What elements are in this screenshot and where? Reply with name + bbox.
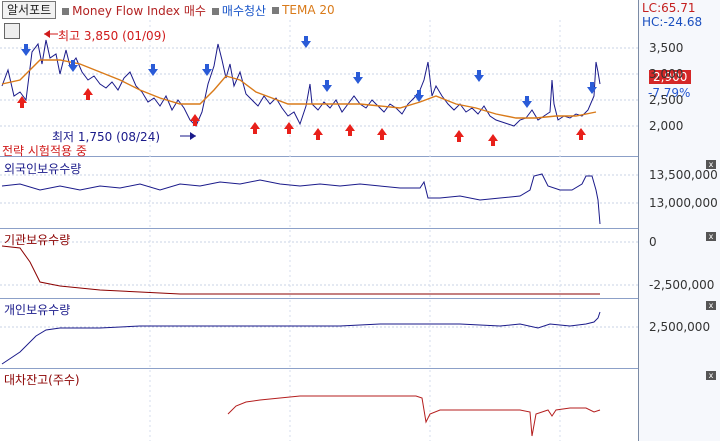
institution-axis-label: -2,500,000 — [649, 278, 715, 292]
institution-pane[interactable] — [0, 229, 638, 299]
chart-canvas — [0, 20, 638, 441]
close-icon[interactable]: x — [706, 301, 716, 310]
legend-mfi: Money Flow Index 매수 — [62, 2, 206, 19]
lc-readout: LC:65.71 — [642, 1, 696, 15]
time-grid — [149, 20, 561, 441]
stock-tab[interactable]: 알서포트 — [2, 1, 57, 19]
price-axis-label: 3,000 — [649, 67, 684, 81]
legend-square-icon — [211, 7, 219, 15]
foreign-axis-label: 13,500,000 — [649, 168, 718, 182]
low-marker — [180, 132, 196, 140]
low-annotation: 최저 1,750 (08/24) — [52, 130, 161, 144]
tema-line — [1, 59, 597, 119]
foreign-axis-label: 13,000,000 — [649, 196, 718, 210]
foreign-holdings-line — [1, 173, 601, 225]
price-axis-label: 2,000 — [649, 119, 684, 133]
legend-square-icon — [62, 7, 70, 15]
grid-lines — [0, 47, 638, 328]
individual-pane[interactable] — [0, 299, 638, 369]
institution-holdings-line — [1, 245, 600, 295]
price-pane[interactable] — [0, 20, 638, 157]
institution-axis-label: 0 — [649, 235, 657, 249]
high-marker — [44, 30, 58, 38]
hc-readout: HC:-24.68 — [642, 15, 703, 29]
current-price-badge: 2,900 — [649, 70, 692, 84]
foreign-pane[interactable] — [0, 157, 638, 229]
individual-holdings-line — [1, 311, 601, 365]
change-percent: -7.79% — [648, 86, 691, 100]
strategy-status: 전략 시험적용 중 — [2, 144, 87, 158]
lending-pane-title: 대차잔고(주수) — [4, 373, 80, 387]
lending-balance-line — [227, 395, 601, 437]
grid-settings-icon[interactable] — [4, 23, 20, 39]
buy-signal-arrows — [17, 88, 586, 146]
price-axis-label: 3,500 — [649, 41, 684, 55]
individual-axis-label: 2,500,000 — [649, 320, 711, 334]
foreign-pane-title: 외국인보유수량 — [4, 162, 82, 176]
close-icon[interactable]: x — [706, 160, 716, 169]
price-line — [1, 39, 601, 127]
legend-square-icon — [272, 7, 280, 14]
sell-signal-arrows — [21, 36, 597, 108]
chart-header: 알서포트 Money Flow Index 매수 매수청산 TEMA 20 — [0, 0, 638, 20]
close-icon[interactable]: x — [706, 371, 716, 380]
legend-tema: TEMA 20 — [272, 3, 335, 17]
institution-pane-title: 기관보유수량 — [4, 233, 71, 247]
individual-pane-title: 개인보유수량 — [4, 303, 71, 317]
price-axis-label: 2,500 — [649, 93, 684, 107]
high-annotation: 최고 3,850 (01/09) — [58, 29, 167, 43]
close-icon[interactable]: x — [706, 232, 716, 241]
legend-sell: 매수청산 — [211, 2, 266, 19]
